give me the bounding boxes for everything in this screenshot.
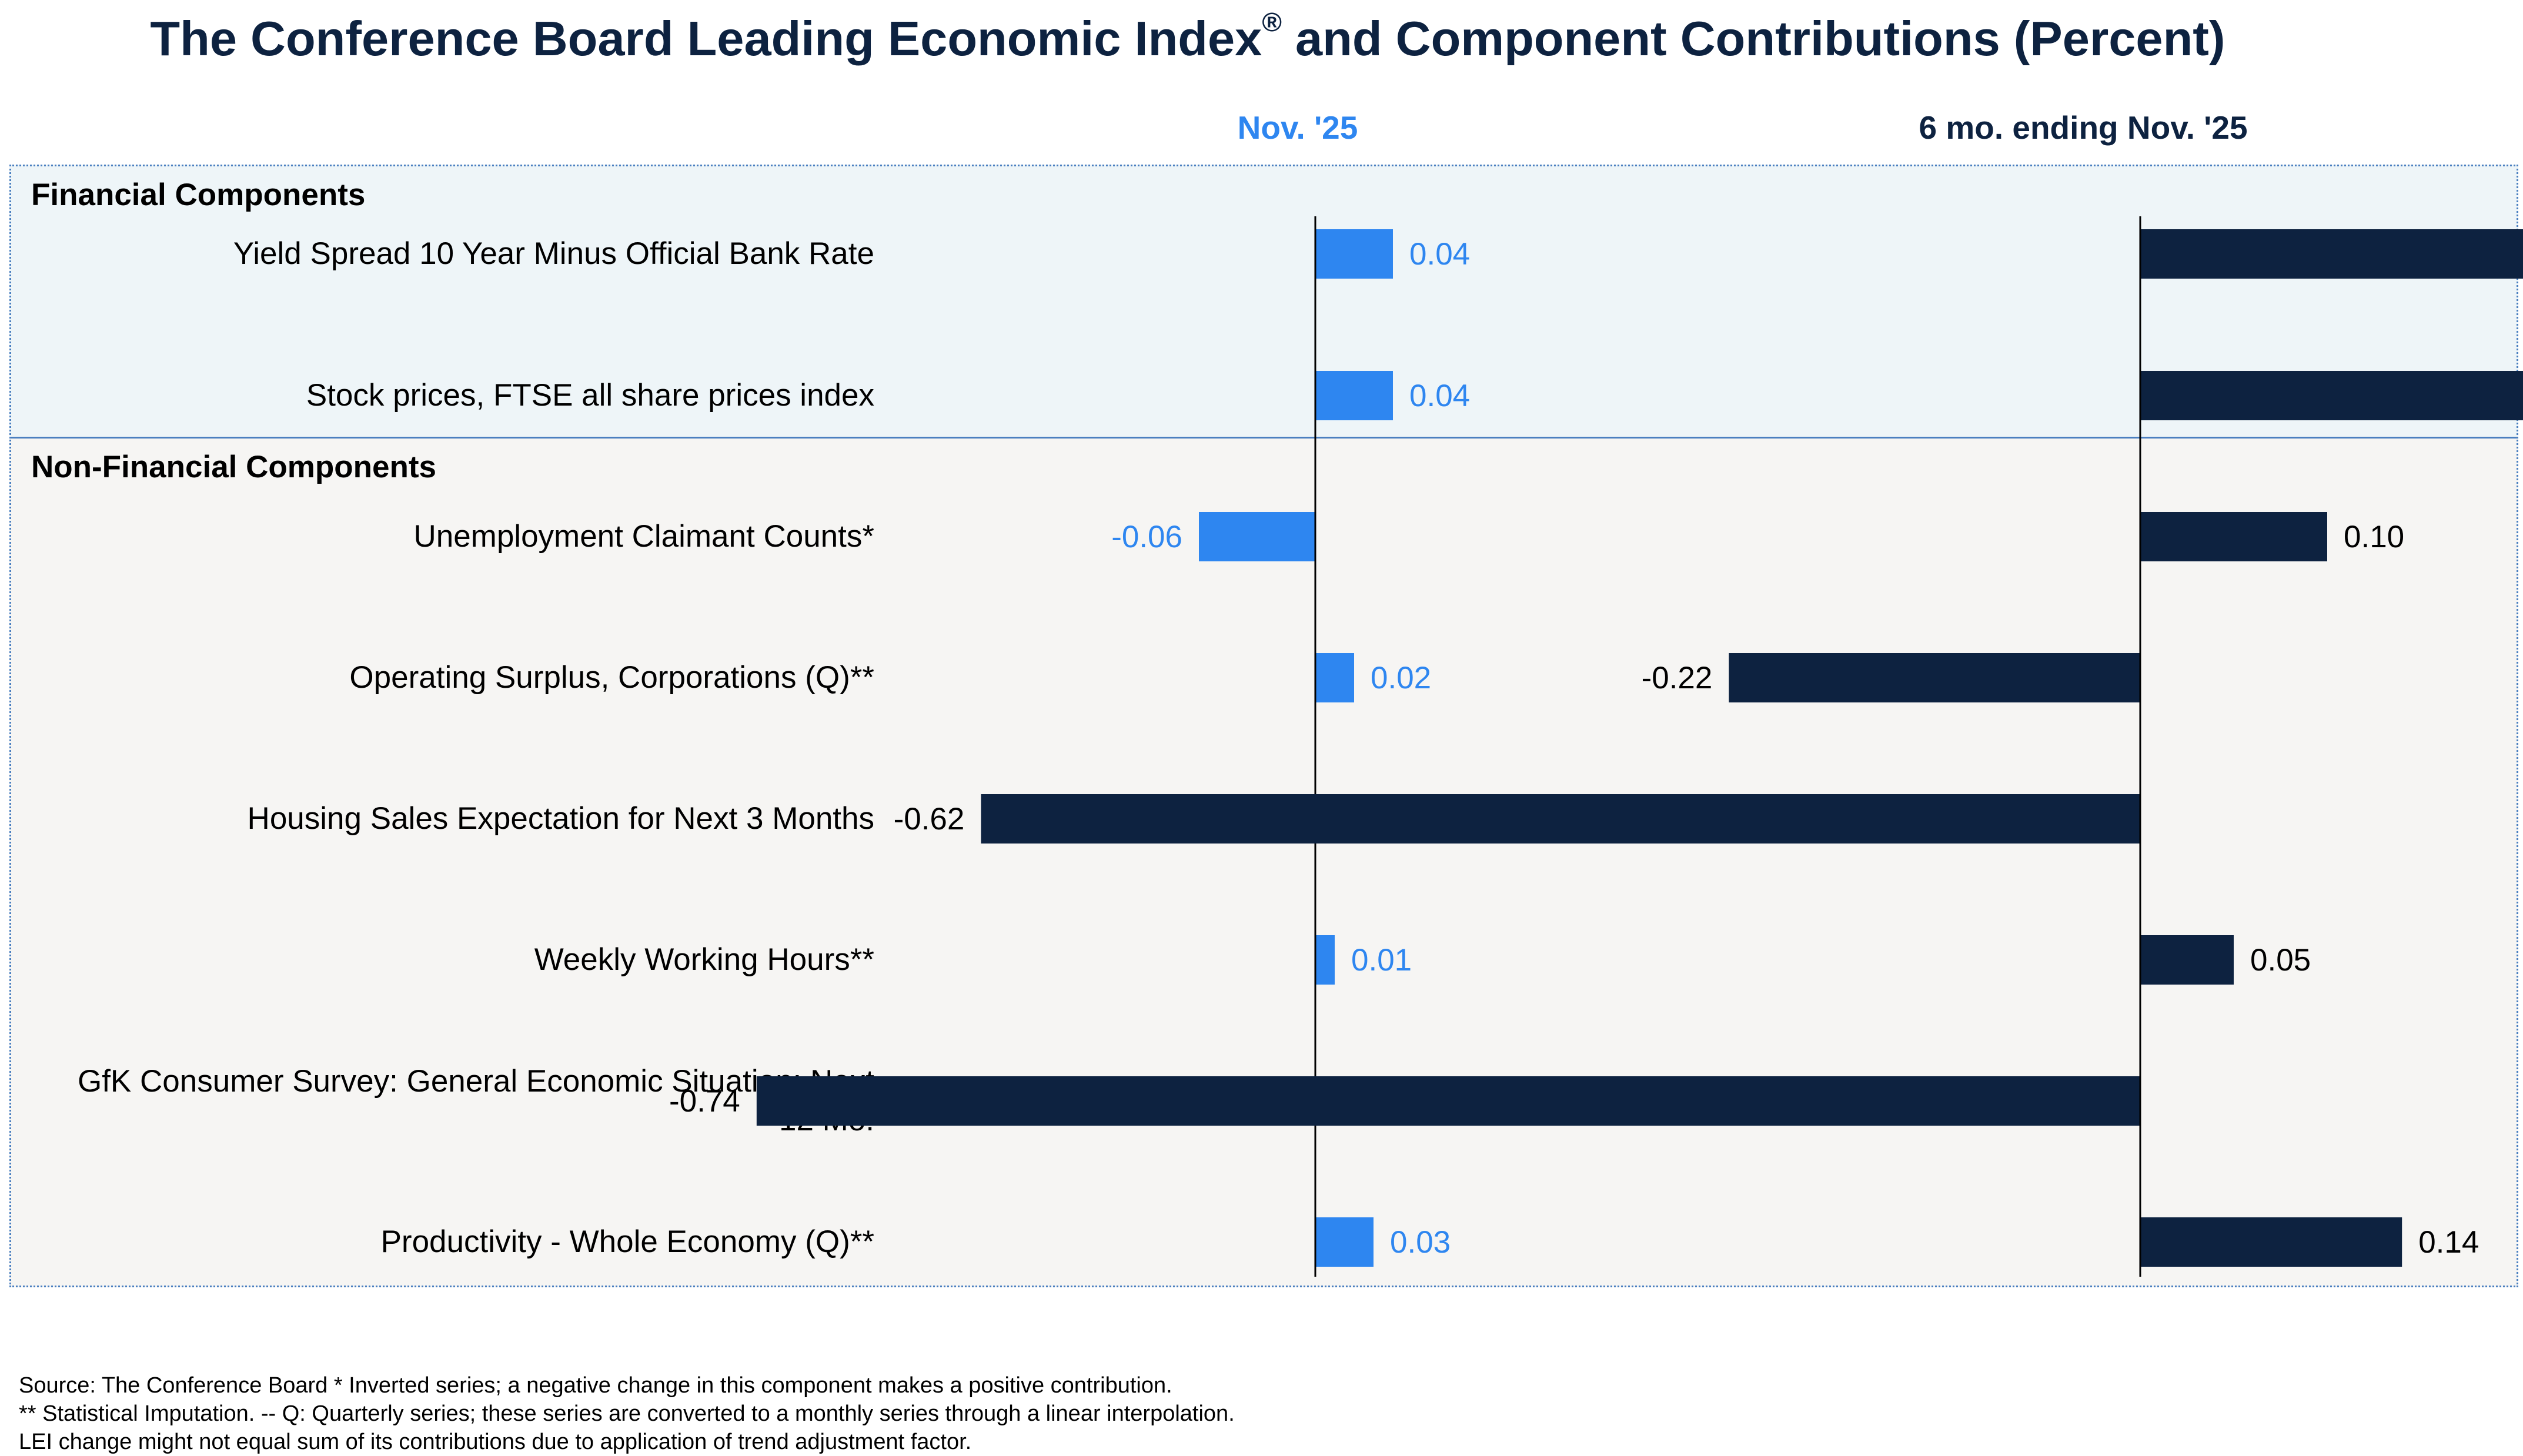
bar-six-month — [2140, 935, 2234, 985]
row-label: Operating Surplus, Corporations (Q)** — [349, 660, 874, 695]
bar-nov — [1199, 512, 1315, 561]
bar-six-month — [2140, 229, 2523, 279]
data-label-six-month: -0.74 — [669, 1084, 740, 1119]
data-label-nov: -0.06 — [1111, 520, 1182, 554]
data-label-six-month: -0.62 — [894, 802, 965, 836]
bar-nov — [1315, 229, 1393, 279]
bar-nov — [1315, 371, 1393, 420]
row-label: Unemployment Claimant Counts* — [413, 519, 874, 554]
data-label-six-month: -0.22 — [1642, 661, 1713, 695]
financial-section: Financial Components — [9, 165, 2518, 439]
bar-six-month — [1729, 653, 2140, 702]
bar-six-month — [756, 1076, 2140, 1126]
row-label: Yield Spread 10 Year Minus Official Bank… — [233, 236, 874, 271]
data-label-six-month: 0.10 — [2344, 520, 2404, 554]
data-label-six-month: 0.14 — [2418, 1225, 2479, 1260]
column-header-nov: Nov. '25 — [1237, 109, 1358, 146]
data-label-six-month: 0.05 — [2250, 943, 2311, 978]
data-label-nov: 0.04 — [1409, 379, 1470, 413]
data-label-nov: 0.02 — [1371, 661, 1431, 695]
section-label-financial: Financial Components — [31, 178, 366, 212]
bar-nov — [1315, 653, 1354, 702]
bar-six-month — [2140, 512, 2327, 561]
row-label: Stock prices, FTSE all share prices inde… — [306, 378, 874, 413]
chart-title: The Conference Board Leading Economic In… — [150, 6, 2225, 66]
footnote-imputation: ** Statistical Imputation. -- Q: Quarter… — [19, 1401, 1235, 1426]
row-label: Weekly Working Hours** — [534, 942, 874, 977]
nonfinancial-section: Non-Financial Components — [9, 437, 2518, 1287]
bar-six-month — [981, 794, 2140, 844]
footnote-trend: LEI change might not equal sum of its co… — [19, 1430, 972, 1454]
data-label-nov: 0.04 — [1409, 237, 1470, 272]
bar-six-month — [2140, 371, 2523, 420]
data-label-nov: 0.03 — [1390, 1225, 1451, 1260]
bar-nov — [1315, 935, 1335, 985]
bar-nov — [1315, 1217, 1374, 1267]
bar-six-month — [2140, 1217, 2402, 1267]
row-label: Housing Sales Expectation for Next 3 Mon… — [247, 801, 874, 836]
row-label: Productivity - Whole Economy (Q)** — [380, 1224, 874, 1259]
section-label-nonfinancial: Non-Financial Components — [31, 450, 436, 484]
data-label-nov: 0.01 — [1351, 943, 1412, 978]
column-header-six-month: 6 mo. ending Nov. '25 — [1919, 109, 2248, 146]
registered-mark: ® — [1262, 6, 1282, 37]
footnote-source: Source: The Conference Board * Inverted … — [19, 1373, 1172, 1398]
